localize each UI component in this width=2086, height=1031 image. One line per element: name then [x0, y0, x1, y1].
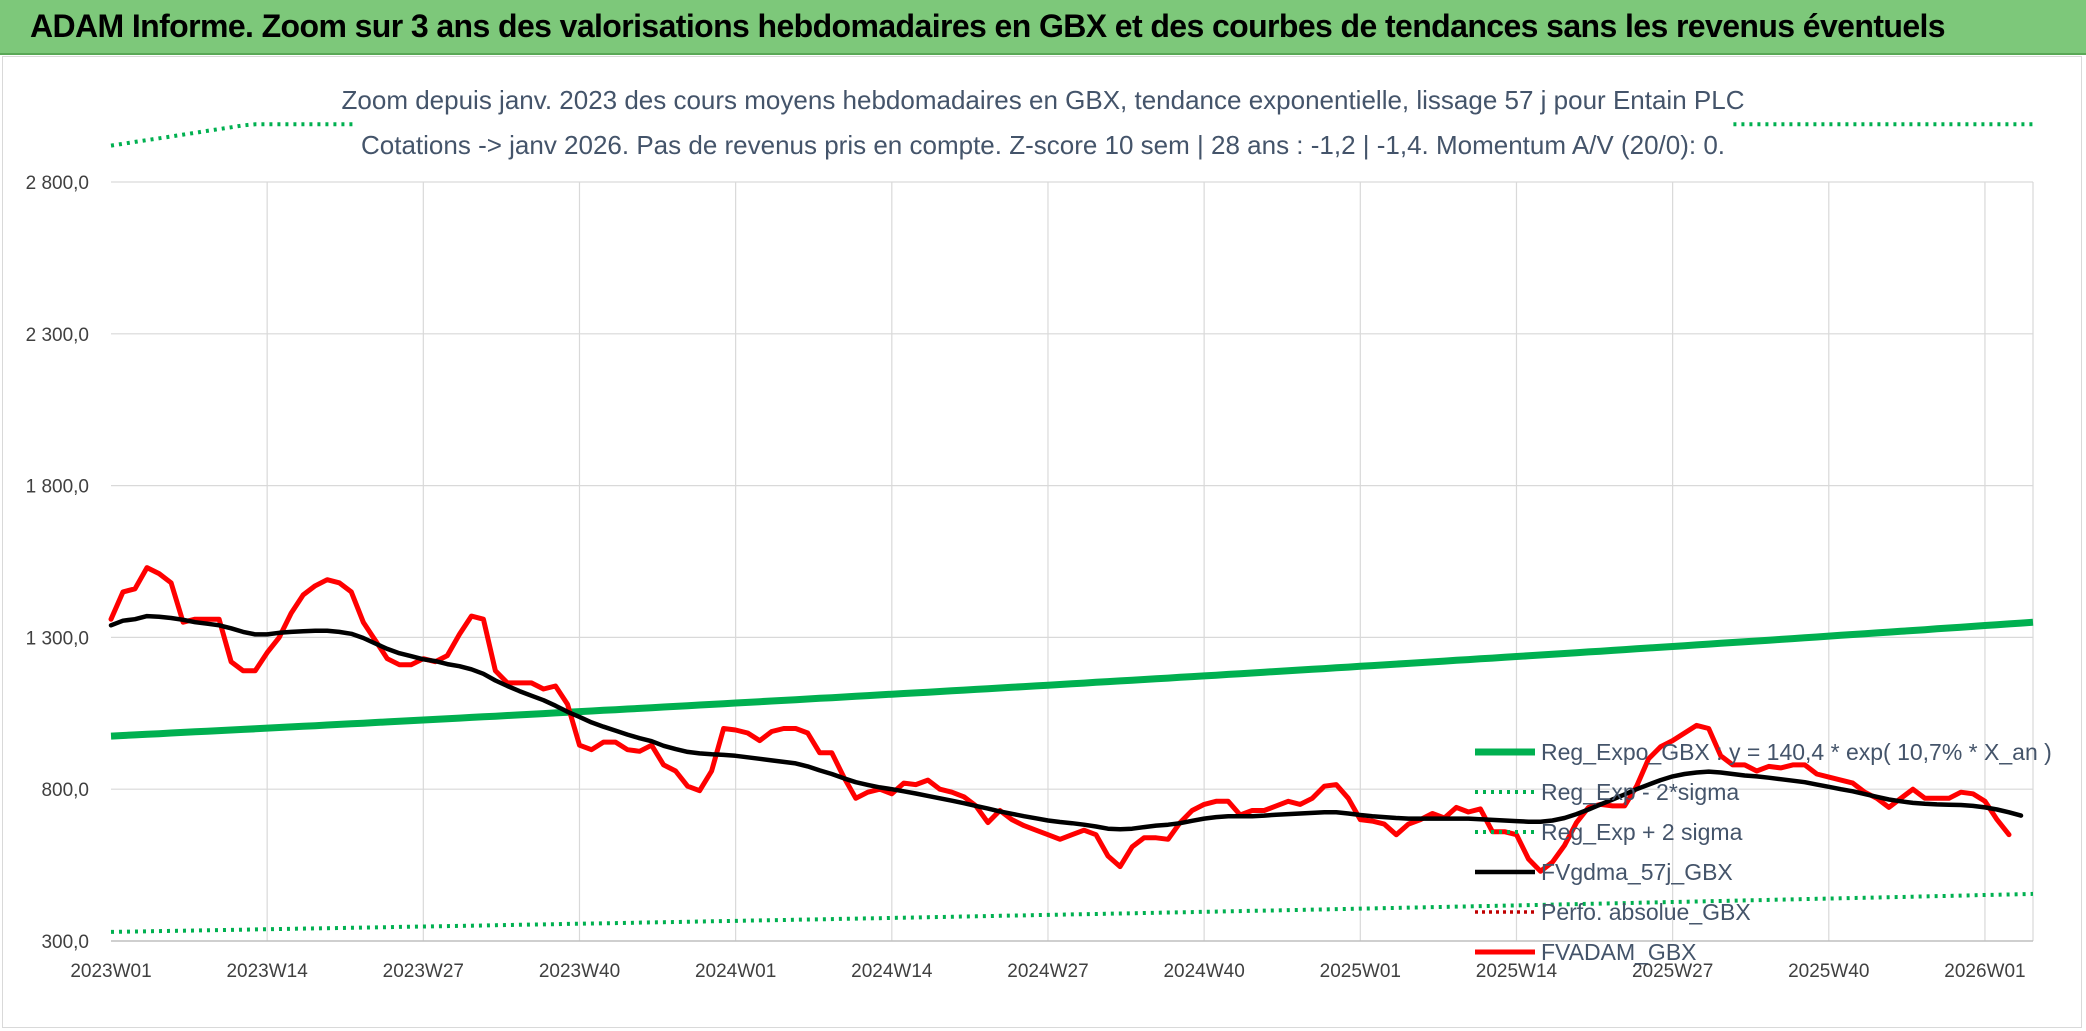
chart-title-block: Zoom depuis janv. 2023 des cours moyens … — [342, 77, 1745, 167]
chart-title-background — [353, 77, 1733, 167]
line-chart: 300,0 800,0 1 300,0 1 800,0 2 300,0 2 800,0 20… — [26, 77, 2052, 982]
series-layer — [108, 122, 2034, 934]
x-tick-label: 2024W40 — [1163, 961, 1244, 982]
x-tick-label: 2024W14 — [851, 961, 933, 982]
legend-item-expo: Reg_Expo_GBX : y = 140,4 * exp( 10,7% * … — [1475, 739, 2052, 765]
series-fvgdma-line — [108, 613, 2024, 832]
legend-item-lower: Reg_Exp - 2*sigma — [1475, 779, 1739, 805]
y-tick-label: 2 300,0 — [26, 325, 89, 346]
report-banner: ADAM Informe. Zoom sur 3 ans des valoris… — [0, 0, 2086, 55]
legend-item-perfo: Perfo. absolue_GBX — [1475, 899, 1751, 925]
y-tick-label: 1 300,0 — [26, 628, 89, 649]
y-tick-label: 800,0 — [41, 780, 89, 801]
x-tick-label: 2026W01 — [1944, 961, 2025, 982]
legend-item-fvgdma: FVgdma_57j_GBX — [1475, 859, 1733, 885]
x-tick-label: 2023W27 — [383, 961, 464, 982]
y-tick-label: 2 800,0 — [26, 173, 89, 194]
x-tick-label: 2023W14 — [226, 961, 308, 982]
x-tick-label: 2023W40 — [539, 961, 620, 982]
chart-frame: 300,0 800,0 1 300,0 1 800,0 2 300,0 2 800,0 20… — [2, 56, 2082, 1028]
x-tick-label: 2025W27 — [1632, 961, 1713, 982]
chart-title-line-1: Zoom depuis janv. 2023 des cours moyens … — [342, 85, 1745, 115]
series-lower-line — [110, 891, 2034, 934]
legend-label-fvadam: FVADAM_GBX — [1541, 939, 1697, 965]
legend: Reg_Expo_GBX : y = 140,4 * exp( 10,7% * … — [1475, 739, 2052, 965]
series-expo-line — [110, 618, 2034, 740]
x-tick-label: 2024W01 — [695, 961, 776, 982]
axis-layer: 300,0 800,0 1 300,0 1 800,0 2 300,0 2 800,0 20… — [26, 173, 2033, 982]
report-title: ADAM Informe. Zoom sur 3 ans des valoris… — [30, 8, 1946, 44]
legend-item-upper: Reg_Exp + 2 sigma — [1475, 819, 1743, 845]
x-tick-label: 2024W27 — [1007, 961, 1088, 982]
legend-label-perfo: Perfo. absolue_GBX — [1541, 899, 1751, 925]
legend-label-upper: Reg_Exp + 2 sigma — [1541, 819, 1743, 845]
legend-label-fvgdma: FVgdma_57j_GBX — [1541, 859, 1733, 885]
legend-label-expo: Reg_Expo_GBX : y = 140,4 * exp( 10,7% * … — [1541, 739, 2052, 765]
x-tick-label: 2025W14 — [1476, 961, 1558, 982]
x-tick-label: 2025W40 — [1788, 961, 1869, 982]
chart-title-line-2: Cotations -> janv 2026. Pas de revenus p… — [361, 130, 1725, 160]
x-tick-label: 2025W01 — [1320, 961, 1401, 982]
y-tick-label: 300,0 — [41, 932, 89, 953]
legend-label-lower: Reg_Exp - 2*sigma — [1541, 779, 1739, 805]
y-tick-label: 1 800,0 — [26, 477, 89, 498]
grid-layer — [111, 181, 2034, 941]
legend-item-fvadam: FVADAM_GBX — [1475, 939, 1697, 965]
x-tick-label: 2023W01 — [70, 961, 151, 982]
